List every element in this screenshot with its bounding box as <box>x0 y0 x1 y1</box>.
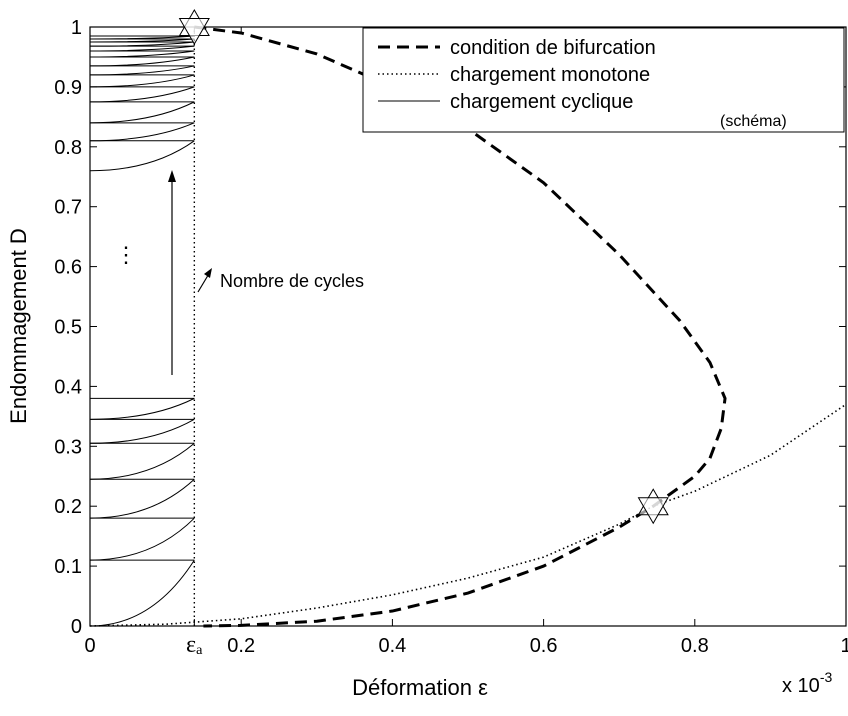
y-tick-label: 0.8 <box>54 137 82 159</box>
x-tick-label: 0.4 <box>378 635 406 657</box>
y-tick-label: 0 <box>71 616 82 638</box>
y-axis-label: Endommagement D <box>6 228 31 424</box>
y-tick-label: 1 <box>71 17 82 39</box>
cycles-label: Nombre de cycles <box>220 271 364 291</box>
cycle-curve <box>89 50 195 58</box>
y-tick-label: 0.6 <box>54 257 82 279</box>
arrow-head <box>204 268 212 278</box>
x-tick-label: 0.2 <box>227 635 255 657</box>
cycle-curve <box>89 559 195 627</box>
x-tick-label: 0.8 <box>681 635 709 657</box>
arrow-head <box>168 170 176 182</box>
cycle-curve <box>89 56 195 67</box>
x-exponent-power: -3 <box>820 669 833 685</box>
cycle-curve <box>89 418 195 444</box>
cycle-curve <box>89 35 195 40</box>
star-marker <box>637 497 669 525</box>
x-tick-label: εₐ <box>186 632 203 658</box>
cycle-curve <box>89 74 195 88</box>
y-tick-label: 0.2 <box>54 496 82 518</box>
legend-box <box>362 27 845 133</box>
x-axis-label: Déformation ε <box>352 675 488 700</box>
x-exponent-base: x 10 <box>782 675 820 697</box>
cycle-curve <box>89 65 195 76</box>
ellipsis: ⋮ <box>115 242 137 267</box>
y-tick-label: 0.1 <box>54 556 82 578</box>
cycle-curve <box>89 86 195 103</box>
legend-label: chargement cyclique <box>450 91 633 113</box>
cycle-curve <box>89 140 195 172</box>
cycle-curve <box>89 517 195 561</box>
x-tick-label: 0 <box>84 635 95 657</box>
cycle-curve <box>89 41 195 47</box>
y-tick-label: 0.7 <box>54 197 82 219</box>
y-tick-label: 0.9 <box>54 77 82 99</box>
legend-note: (schéma) <box>720 113 787 130</box>
x-tick-label: 0.6 <box>530 635 558 657</box>
y-tick-label: 0.5 <box>54 317 82 339</box>
x-exponent: x 10-3 <box>782 669 832 697</box>
legend-label: condition de bifurcation <box>450 37 656 59</box>
cycle-curve <box>89 122 195 142</box>
cycle-curve <box>89 38 195 43</box>
cycle-curve <box>89 478 195 519</box>
cycle-curve <box>89 397 195 420</box>
cycle-curve <box>89 442 195 480</box>
y-tick-label: 0.3 <box>54 436 82 458</box>
y-tick-label: 0.4 <box>54 376 82 398</box>
line-series <box>89 403 847 627</box>
star-marker <box>178 18 210 46</box>
cycle-curve <box>89 45 195 52</box>
legend-label: chargement monotone <box>450 64 650 86</box>
cycle-curve <box>89 101 195 124</box>
x-tick-label: 1 <box>840 635 848 657</box>
